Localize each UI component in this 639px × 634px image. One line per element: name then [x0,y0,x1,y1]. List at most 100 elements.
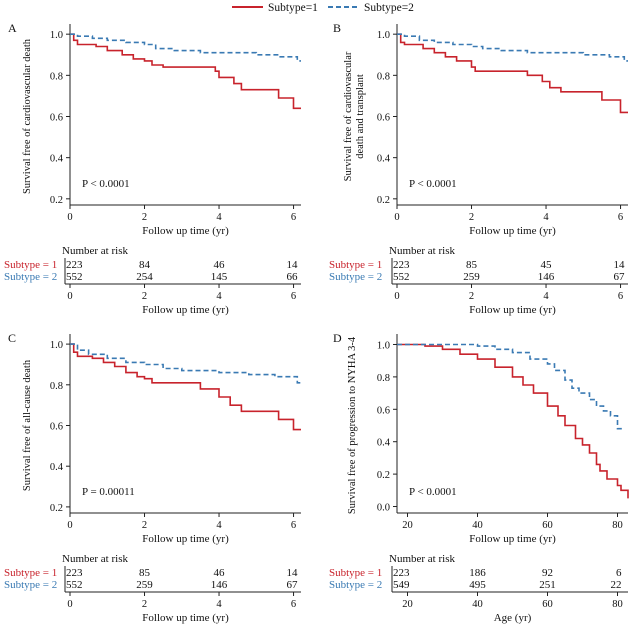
risk-cell: 22 [611,579,622,591]
km-curve-subtype-2 [397,33,628,62]
y-tick-label: 0.6 [50,113,63,124]
risk-row-label: Subtype = 2 [329,579,382,591]
y-tick-label: 0.2 [50,195,63,206]
y-axis-label: Survival free of progression to NYHA 3-4 [347,336,358,514]
risk-table-x-tick-label: 2 [142,291,147,302]
risk-cell: 223 [393,259,410,271]
y-tick-label: 0.2 [377,195,390,206]
risk-table-x-tick-label: 6 [291,291,296,302]
risk-table-x-tick-label: 4 [216,599,222,610]
risk-table-x-tick-label: 2 [142,599,147,610]
panel-label: D [333,331,342,345]
risk-cell: 14 [287,259,299,271]
km-curve-subtype-1 [70,343,301,431]
risk-row-label: Subtype = 1 [4,259,57,271]
y-tick-label: 0.4 [50,154,64,165]
risk-table-x-label: Follow up time (yr) [469,304,556,316]
p-value: P = 0.00011 [82,486,135,498]
x-tick-label: 40 [472,520,483,531]
x-tick-label: 4 [216,520,222,531]
x-axis-label: Follow up time (yr) [469,533,556,545]
legend-label-subtype-2: Subtype=2 [364,2,414,14]
x-tick-label: 6 [618,212,623,223]
risk-cell: 85 [139,567,151,579]
risk-row-label: Subtype = 2 [4,579,57,591]
risk-cell: 251 [539,579,556,591]
y-axis-label: Survival free of cardiovascular death [22,38,33,194]
y-tick-label: 1.0 [377,30,390,41]
risk-cell: 45 [541,259,553,271]
x-tick-label: 0 [67,520,72,531]
risk-cell: 146 [211,579,228,591]
x-tick-label: 80 [612,520,623,531]
risk-cell: 66 [287,271,299,283]
risk-cell: 552 [66,271,83,283]
risk-row-label: Subtype = 1 [4,567,57,579]
risk-row-label: Subtype = 1 [329,259,382,271]
risk-row-label: Subtype = 1 [329,567,382,579]
x-tick-label: 6 [291,520,296,531]
km-curve-subtype-1 [70,33,301,110]
risk-cell: 495 [469,579,486,591]
panel-b: B 0.2 0.4 0.6 0.8 1.0 0 2 4 6 Follow up time (yr) S… [329,21,628,316]
y-tick-label: 0.6 [377,113,390,124]
risk-table-x-tick-label: 40 [472,599,483,610]
risk-cell: 92 [542,567,553,579]
risk-table-title: Number at risk [62,553,128,565]
risk-table-x-tick-label: 2 [469,291,474,302]
x-tick-label: 6 [291,212,296,223]
risk-table-x-tick-label: 4 [216,291,222,302]
x-tick-label: 4 [216,212,222,223]
x-axis-label: Follow up time (yr) [142,225,229,237]
risk-cell: 254 [136,271,153,283]
panel-label: A [8,21,17,35]
panel-label: B [333,21,341,35]
risk-table-x-label: Follow up time (yr) [142,304,229,316]
y-tick-label: 0.8 [377,71,390,82]
km-curve-subtype-2 [70,33,301,62]
risk-cell: 6 [616,567,622,579]
risk-table-x-tick-label: 80 [612,599,623,610]
risk-table-x-label: Age (yr) [494,612,532,624]
p-value: P < 0.0001 [409,178,457,190]
legend: Subtype=1 Subtype=2 [232,2,414,14]
y-axis-label: Survival free of cardiovasculardeath and… [343,51,366,181]
risk-table-x-tick-label: 20 [402,599,413,610]
risk-table-x-tick-label: 6 [618,291,623,302]
risk-cell: 67 [287,579,299,591]
risk-cell: 46 [214,567,226,579]
p-value: P < 0.0001 [82,178,130,190]
x-axis-label: Follow up time (yr) [469,225,556,237]
y-tick-label: 0.8 [50,71,63,82]
risk-cell: 259 [136,579,153,591]
risk-cell: 259 [463,271,480,283]
y-tick-label: 0.4 [377,438,391,449]
risk-table-x-tick-label: 0 [394,291,399,302]
risk-table-title: Number at risk [389,245,455,257]
risk-table: Number at risk Subtype = 1 223 85 45 14 Subtyp… [329,245,628,316]
y-tick-label: 1.0 [50,340,63,351]
panel-label: C [8,331,16,345]
risk-table-x-tick-label: 0 [67,291,72,302]
risk-table-title: Number at risk [389,553,455,565]
y-tick-label: 0.8 [377,373,390,384]
y-tick-label: 0.0 [377,503,390,514]
risk-table-x-tick-label: 4 [543,291,549,302]
risk-table-title: Number at risk [62,245,128,257]
x-tick-label: 60 [542,520,553,531]
km-curve-subtype-2 [70,343,301,384]
x-tick-label: 4 [543,212,549,223]
risk-cell: 549 [393,579,410,591]
risk-table: Number at risk Subtype = 1 223 186 92 6 Subtyp… [329,553,628,624]
risk-table-x-tick-label: 0 [67,599,72,610]
risk-cell: 85 [466,259,478,271]
risk-cell: 552 [66,579,83,591]
risk-cell: 223 [66,567,83,579]
x-tick-label: 2 [142,212,147,223]
y-tick-label: 0.4 [50,462,64,473]
